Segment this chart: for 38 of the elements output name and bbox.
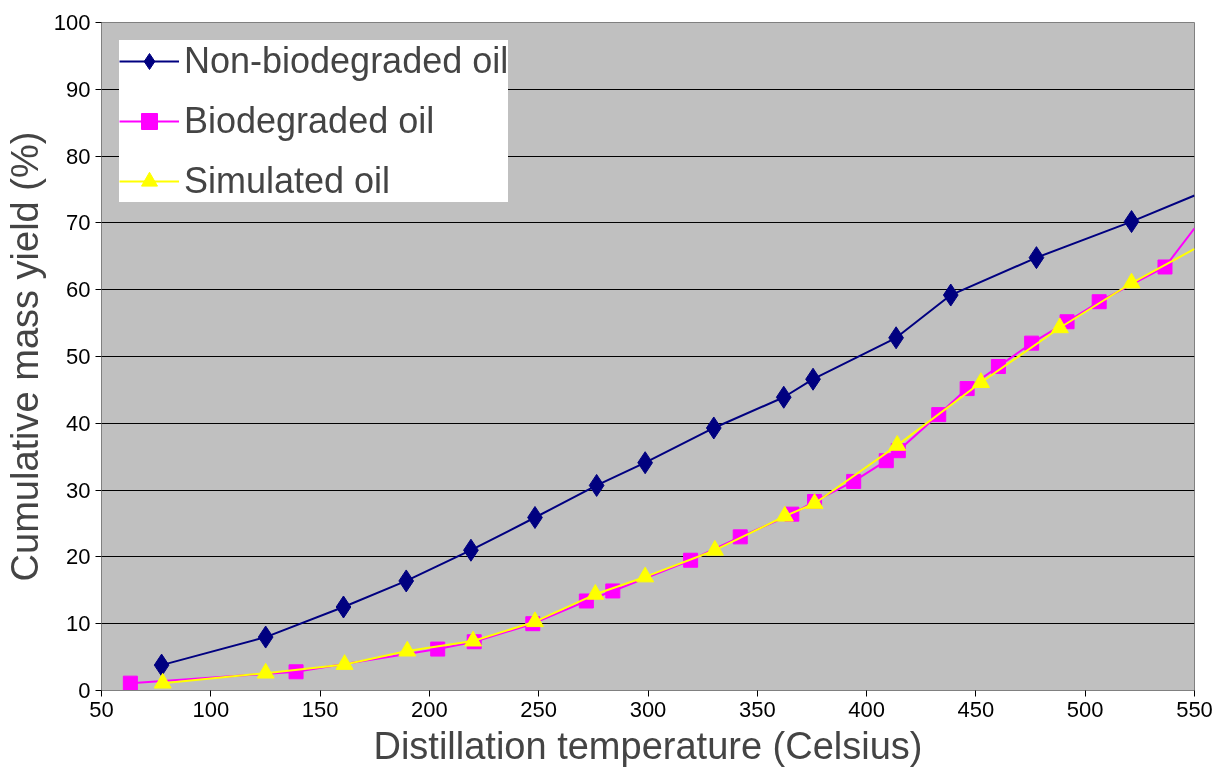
legend-label: Biodegraded oil	[184, 100, 435, 142]
point	[335, 595, 352, 619]
x-tick-label: 200	[411, 696, 448, 722]
point	[1123, 210, 1140, 234]
y-tick-label: 0	[78, 678, 91, 703]
x-axis-title: Distillation temperature (Celsius)	[373, 724, 923, 767]
legend-label: Non-biodegraded oil	[184, 40, 509, 82]
x-tick-label: 550	[1176, 696, 1213, 722]
x-tick-label: 100	[192, 696, 230, 722]
point	[257, 625, 274, 649]
y-tick-label: 40	[66, 410, 91, 436]
y-tick-label: 10	[66, 611, 91, 637]
y-tick-label: 80	[66, 143, 91, 169]
x-tick-label: 450	[957, 696, 995, 722]
y-axis-title: Cumulative mass yield (%)	[3, 131, 46, 582]
y-tick-label: 60	[66, 277, 91, 303]
y-tick-label: 30	[66, 477, 91, 503]
x-tick-label: 350	[738, 696, 776, 722]
point	[942, 283, 959, 307]
x-tick-label: 400	[848, 696, 885, 722]
x-tick-label: 150	[301, 696, 339, 722]
y-tick-label: 100	[53, 10, 91, 35]
y-tick-label: 70	[66, 210, 91, 236]
point	[122, 675, 138, 691]
x-tick-label: 50	[89, 696, 114, 722]
point	[153, 653, 170, 677]
y-tick-label: 50	[66, 344, 91, 369]
y-tick-label: 90	[66, 76, 91, 102]
x-tick-label: 300	[629, 696, 667, 722]
point	[588, 473, 605, 497]
legend-label: Simulated oil	[184, 160, 391, 202]
x-tick-label: 500	[1066, 696, 1104, 722]
point	[398, 569, 415, 593]
point	[1028, 246, 1045, 270]
point	[705, 416, 722, 440]
x-tick-label: 250	[520, 696, 558, 722]
point	[775, 385, 792, 409]
y-tick-label: 20	[66, 544, 91, 570]
